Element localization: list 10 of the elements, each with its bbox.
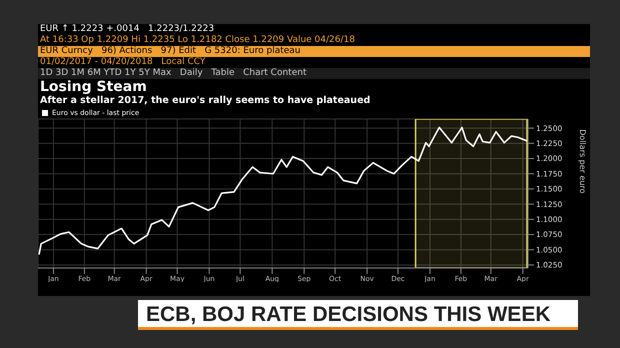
y-axis-title: Dollars per euro xyxy=(578,129,588,194)
text: EUR Curncy 96) Actions 97) Edit G 5320: Euro plateau xyxy=(38,46,590,57)
text: EUR ↑ 1.2223 +.0014 1.2223/1.2223 xyxy=(38,24,590,35)
text: 1D 3D 1M 6M YTD 1Y 5Y Max Daily Table Chart Content xyxy=(38,68,590,79)
line-series xyxy=(38,126,528,256)
chart-title: Losing Steam xyxy=(39,79,148,95)
text: At 16:33 Op 1.2209 Hi 1.2235 Lo 1.2182 Close 1.2209 Value 04/26/18 xyxy=(38,35,590,46)
text: ECB, BOJ RATE DECISIONS THIS WEEK xyxy=(138,300,578,330)
chart-subtitle: After a stellar 2017, the euro's rally seems to have plateaued xyxy=(39,95,372,107)
text: 01/02/2017 - 04/20/2018 Local CCY xyxy=(38,57,590,68)
